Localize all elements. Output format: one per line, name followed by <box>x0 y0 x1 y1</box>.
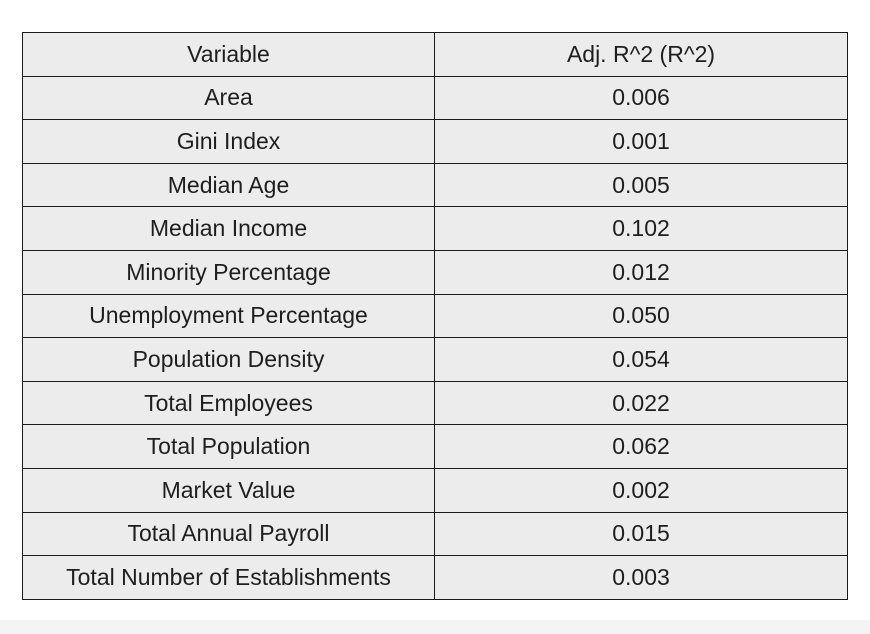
variable-cell: Total Employees <box>22 380 435 426</box>
table-row: Population Density 0.054 <box>22 337 848 382</box>
table-row: Median Age 0.005 <box>22 162 848 208</box>
value-cell: 0.062 <box>434 424 848 469</box>
value-cell: 0.002 <box>434 467 848 513</box>
table-row: Minority Percentage 0.012 <box>22 249 848 295</box>
variable-cell: Total Population <box>22 424 435 469</box>
value-cell: 0.102 <box>434 206 848 251</box>
variable-cell: Gini Index <box>22 119 435 164</box>
variable-cell: Unemployment Percentage <box>22 293 435 339</box>
variable-cell: Total Number of Establishments <box>22 555 435 600</box>
table-row: Unemployment Percentage 0.050 <box>22 293 848 339</box>
table-header-row: Variable Adj. R^2 (R^2) <box>22 32 848 77</box>
value-cell: 0.006 <box>434 75 848 121</box>
table-row: Market Value 0.002 <box>22 467 848 513</box>
table-row: Total Employees 0.022 <box>22 380 848 426</box>
variable-cell: Population Density <box>22 337 435 382</box>
table-row: Total Population 0.062 <box>22 424 848 469</box>
value-cell: 0.050 <box>434 293 848 339</box>
variable-cell: Area <box>22 75 435 121</box>
table-row: Area 0.006 <box>22 75 848 121</box>
table-row: Total Annual Payroll 0.015 <box>22 511 848 557</box>
results-table: Variable Adj. R^2 (R^2) Area 0.006 Gini … <box>22 32 848 600</box>
table-row: Median Income 0.102 <box>22 206 848 251</box>
value-cell: 0.005 <box>434 162 848 208</box>
value-cell: 0.003 <box>434 555 848 600</box>
variable-cell: Total Annual Payroll <box>22 511 435 557</box>
variable-cell: Minority Percentage <box>22 249 435 295</box>
header-variable: Variable <box>22 32 435 77</box>
variable-cell: Market Value <box>22 467 435 513</box>
page-bottom-band <box>0 620 870 634</box>
variable-cell: Median Income <box>22 206 435 251</box>
value-cell: 0.015 <box>434 511 848 557</box>
variable-cell: Median Age <box>22 162 435 208</box>
value-cell: 0.001 <box>434 119 848 164</box>
header-adj-r2: Adj. R^2 (R^2) <box>434 32 848 77</box>
table-row: Gini Index 0.001 <box>22 119 848 164</box>
value-cell: 0.012 <box>434 249 848 295</box>
table-row: Total Number of Establishments 0.003 <box>22 555 848 600</box>
value-cell: 0.022 <box>434 380 848 426</box>
value-cell: 0.054 <box>434 337 848 382</box>
